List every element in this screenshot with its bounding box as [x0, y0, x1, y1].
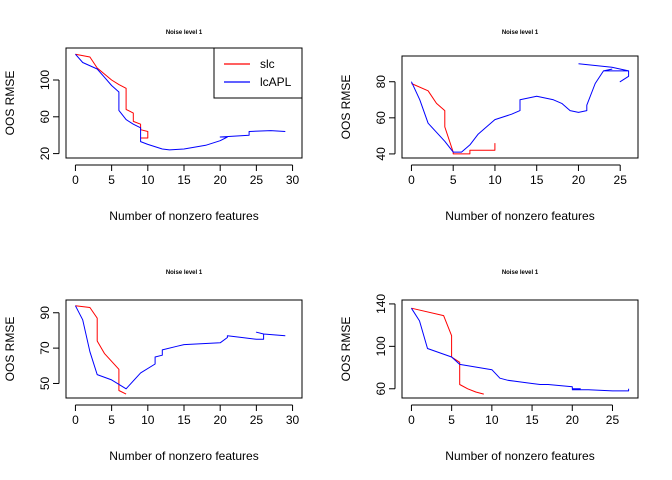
x-tick-label: 25	[606, 413, 620, 427]
y-tick-label: 100	[38, 70, 52, 90]
x-tick-label: 5	[108, 413, 115, 427]
y-tick-label: 70	[38, 341, 52, 355]
plot-frame	[401, 55, 639, 159]
chart-panel-4: Noise level 1 0 5 10 15 20 25 Number of nonzero…	[339, 270, 639, 463]
y-tick-label: 80	[374, 75, 388, 89]
legend: slc lcAPL	[213, 47, 303, 99]
x-tick-label: 0	[72, 173, 79, 187]
x-tick-label: 5	[450, 173, 457, 187]
series-line-slc	[75, 305, 127, 395]
chart-panel-2: Noise level 1 0 5 10 15 20 25 Number of nonzero…	[339, 30, 639, 223]
y-tick-label: 90	[38, 306, 52, 320]
plot-frame	[65, 299, 303, 399]
y-axis-label: OOS RMSE	[3, 71, 17, 136]
x-tick-label: 20	[214, 413, 228, 427]
x-tick-label: 25	[250, 413, 264, 427]
x-tick-label: 10	[488, 173, 502, 187]
x-tick-label: 15	[177, 413, 191, 427]
series-line-lcapl	[410, 307, 630, 392]
x-tick-label: 5	[448, 413, 455, 427]
x-tick-label: 0	[72, 413, 79, 427]
x-axis-label: Number of nonzero features	[109, 209, 258, 223]
y-axis-label: OOS RMSE	[339, 75, 353, 140]
x-tick-label: 20	[572, 173, 586, 187]
y-tick-label: 100	[374, 336, 388, 356]
x-tick-label: 20	[566, 413, 580, 427]
legend-box	[213, 47, 303, 99]
y-tick-label: 50	[38, 376, 52, 390]
series-line-slc	[411, 307, 484, 395]
chart-title: Noise level 1	[502, 270, 539, 276]
x-tick-label: 0	[408, 173, 415, 187]
y-tick-label: 40	[374, 147, 388, 161]
x-tick-label: 15	[530, 173, 544, 187]
series-line-slc	[411, 83, 496, 155]
x-axis-label: Number of nonzero features	[445, 449, 594, 463]
x-tick-label: 5	[108, 173, 115, 187]
x-tick-label: 10	[141, 413, 155, 427]
x-tick-label: 15	[177, 173, 191, 187]
legend-label-slc: slc	[260, 57, 275, 71]
series-line-slc	[75, 53, 149, 139]
series-line-lcapl	[75, 53, 286, 151]
chart-title: Noise level 1	[166, 270, 203, 276]
x-tick-label: 30	[286, 173, 300, 187]
chart-panel-3: Noise level 1 0 5 10 15 20 25 30 Number of nonze…	[3, 270, 303, 463]
y-tick-label: 60	[374, 111, 388, 125]
y-tick-label: 20	[38, 147, 52, 161]
y-axis-label: OOS RMSE	[3, 317, 17, 382]
x-tick-label: 25	[614, 173, 628, 187]
x-axis-label: Number of nonzero features	[445, 209, 594, 223]
x-tick-label: 25	[250, 173, 264, 187]
plot-frame	[65, 47, 303, 159]
chart-title: Noise level 1	[502, 30, 539, 36]
chart-panel-1: Noise level 1 0 5 10 15 20 25 30 Number of nonze…	[3, 30, 303, 223]
y-tick-label: 60	[38, 110, 52, 124]
plot-frame	[401, 299, 639, 399]
x-axis-label: Number of nonzero features	[109, 449, 258, 463]
x-tick-label: 20	[214, 173, 228, 187]
x-tick-label: 10	[141, 173, 155, 187]
chart-title: Noise level 1	[166, 30, 203, 36]
y-axis-label: OOS RMSE	[339, 317, 353, 382]
series-line-lcapl	[74, 305, 286, 390]
x-tick-label: 15	[525, 413, 539, 427]
x-tick-label: 30	[286, 413, 300, 427]
y-tick-label: 60	[374, 382, 388, 396]
series-line-lcapl	[410, 63, 630, 153]
x-tick-label: 0	[408, 413, 415, 427]
y-tick-label: 140	[374, 294, 388, 314]
x-tick-label: 10	[485, 413, 499, 427]
legend-label-lcapl: lcAPL	[260, 75, 292, 89]
